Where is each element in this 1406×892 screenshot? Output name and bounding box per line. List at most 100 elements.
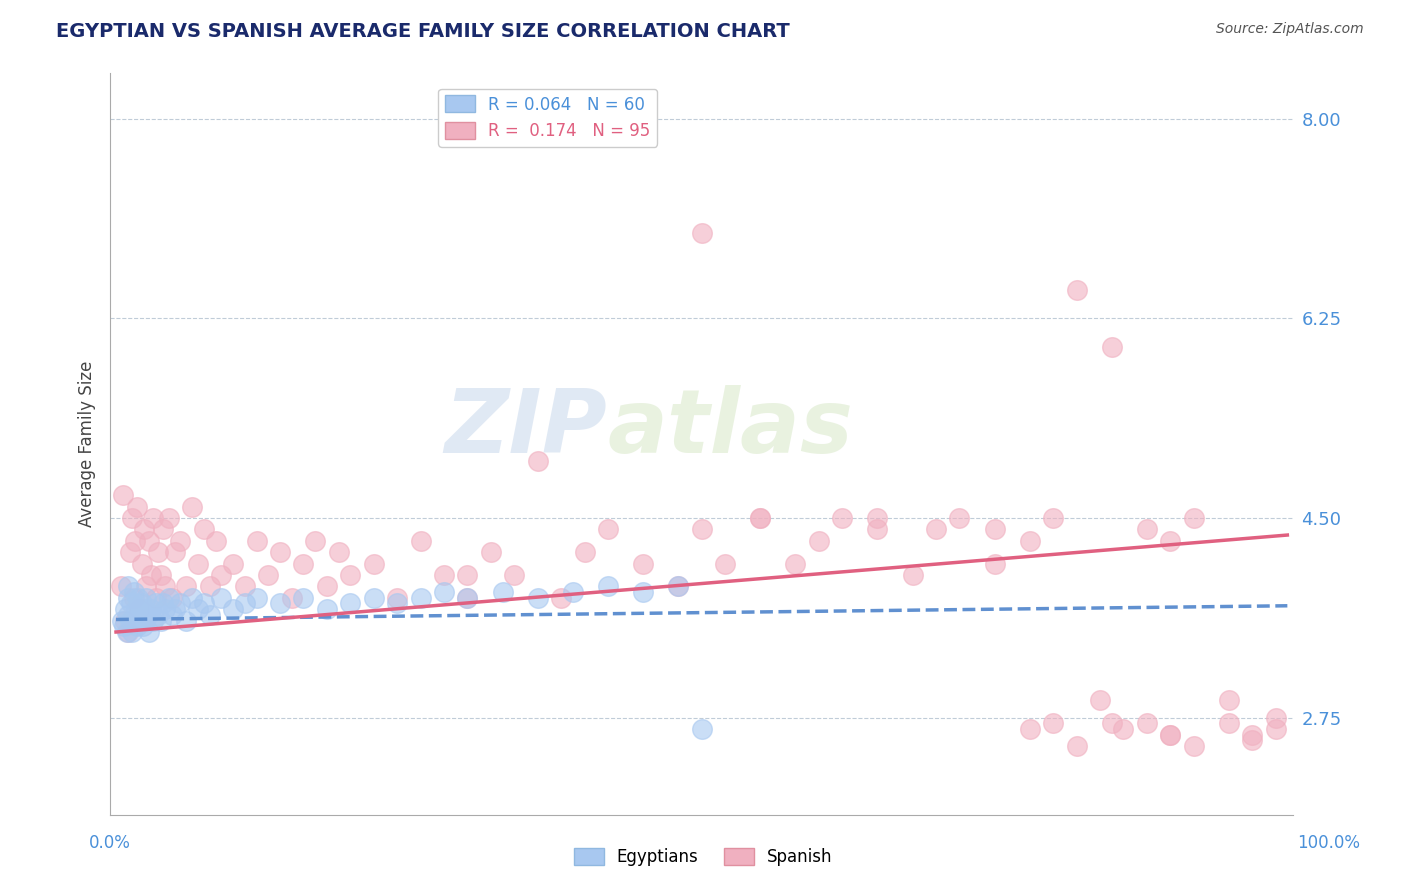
Point bbox=[187, 602, 209, 616]
Point bbox=[339, 568, 361, 582]
Point bbox=[128, 607, 150, 622]
Point bbox=[152, 522, 174, 536]
Point bbox=[807, 533, 830, 548]
Point bbox=[112, 488, 135, 502]
Point bbox=[117, 625, 139, 640]
Point bbox=[1264, 710, 1286, 724]
Text: EGYPTIAN VS SPANISH AVERAGE FAMILY SIZE CORRELATION CHART: EGYPTIAN VS SPANISH AVERAGE FAMILY SIZE … bbox=[56, 22, 790, 41]
Point bbox=[115, 625, 138, 640]
Point bbox=[831, 511, 853, 525]
Point bbox=[257, 568, 280, 582]
Point bbox=[292, 557, 315, 571]
Point bbox=[157, 511, 180, 525]
Point bbox=[138, 625, 160, 640]
Point bbox=[155, 602, 177, 616]
Text: ZIP: ZIP bbox=[444, 385, 607, 473]
Point bbox=[1018, 722, 1040, 736]
Point bbox=[1264, 722, 1286, 736]
Point bbox=[117, 579, 139, 593]
Point bbox=[117, 607, 139, 622]
Point bbox=[233, 597, 256, 611]
Point bbox=[666, 579, 689, 593]
Point bbox=[198, 579, 221, 593]
Point bbox=[135, 591, 157, 605]
Point bbox=[491, 585, 513, 599]
Point bbox=[245, 533, 267, 548]
Point bbox=[142, 614, 165, 628]
Point bbox=[134, 602, 156, 616]
Point bbox=[114, 602, 136, 616]
Text: 0.0%: 0.0% bbox=[89, 834, 131, 852]
Point bbox=[1088, 693, 1111, 707]
Point bbox=[148, 545, 170, 559]
Point bbox=[131, 557, 153, 571]
Point bbox=[1159, 728, 1181, 742]
Point bbox=[385, 597, 408, 611]
Point bbox=[149, 614, 172, 628]
Point bbox=[1136, 716, 1159, 731]
Point bbox=[127, 591, 149, 605]
Point bbox=[456, 591, 478, 605]
Point bbox=[120, 545, 142, 559]
Point bbox=[193, 597, 215, 611]
Point bbox=[157, 591, 180, 605]
Point bbox=[1101, 340, 1123, 354]
Point bbox=[233, 579, 256, 593]
Point bbox=[690, 722, 713, 736]
Point bbox=[269, 545, 291, 559]
Point bbox=[385, 591, 408, 605]
Point bbox=[596, 579, 619, 593]
Point bbox=[1241, 728, 1264, 742]
Point bbox=[690, 226, 713, 240]
Point bbox=[315, 602, 337, 616]
Text: 100.0%: 100.0% bbox=[1298, 834, 1360, 852]
Text: Source: ZipAtlas.com: Source: ZipAtlas.com bbox=[1216, 22, 1364, 37]
Point bbox=[138, 533, 160, 548]
Point bbox=[142, 511, 165, 525]
Point bbox=[315, 579, 337, 593]
Point bbox=[456, 591, 478, 605]
Point bbox=[1066, 739, 1088, 753]
Point bbox=[132, 619, 155, 633]
Point bbox=[181, 591, 204, 605]
Point bbox=[134, 614, 156, 628]
Point bbox=[714, 557, 737, 571]
Point bbox=[204, 533, 226, 548]
Point bbox=[149, 568, 172, 582]
Point bbox=[785, 557, 807, 571]
Point bbox=[176, 614, 198, 628]
Point bbox=[169, 597, 191, 611]
Point bbox=[127, 500, 149, 514]
Point bbox=[456, 568, 478, 582]
Point bbox=[129, 614, 152, 628]
Point bbox=[479, 545, 502, 559]
Point bbox=[145, 597, 167, 611]
Point bbox=[141, 568, 163, 582]
Point bbox=[245, 591, 267, 605]
Point bbox=[124, 533, 146, 548]
Point bbox=[222, 557, 245, 571]
Point bbox=[550, 591, 572, 605]
Point bbox=[163, 545, 186, 559]
Point bbox=[121, 625, 143, 640]
Point bbox=[269, 597, 291, 611]
Point bbox=[162, 591, 184, 605]
Point bbox=[121, 511, 143, 525]
Point bbox=[433, 585, 456, 599]
Point bbox=[948, 511, 970, 525]
Point bbox=[127, 619, 149, 633]
Point bbox=[114, 614, 136, 628]
Point bbox=[209, 568, 232, 582]
Point bbox=[112, 619, 135, 633]
Point bbox=[749, 511, 772, 525]
Point bbox=[169, 533, 191, 548]
Point bbox=[193, 522, 215, 536]
Point bbox=[901, 568, 924, 582]
Point bbox=[1182, 511, 1205, 525]
Point bbox=[120, 597, 142, 611]
Point bbox=[749, 511, 772, 525]
Point bbox=[136, 607, 159, 622]
Point bbox=[328, 545, 350, 559]
Point bbox=[1159, 533, 1181, 548]
Y-axis label: Average Family Size: Average Family Size bbox=[79, 360, 96, 527]
